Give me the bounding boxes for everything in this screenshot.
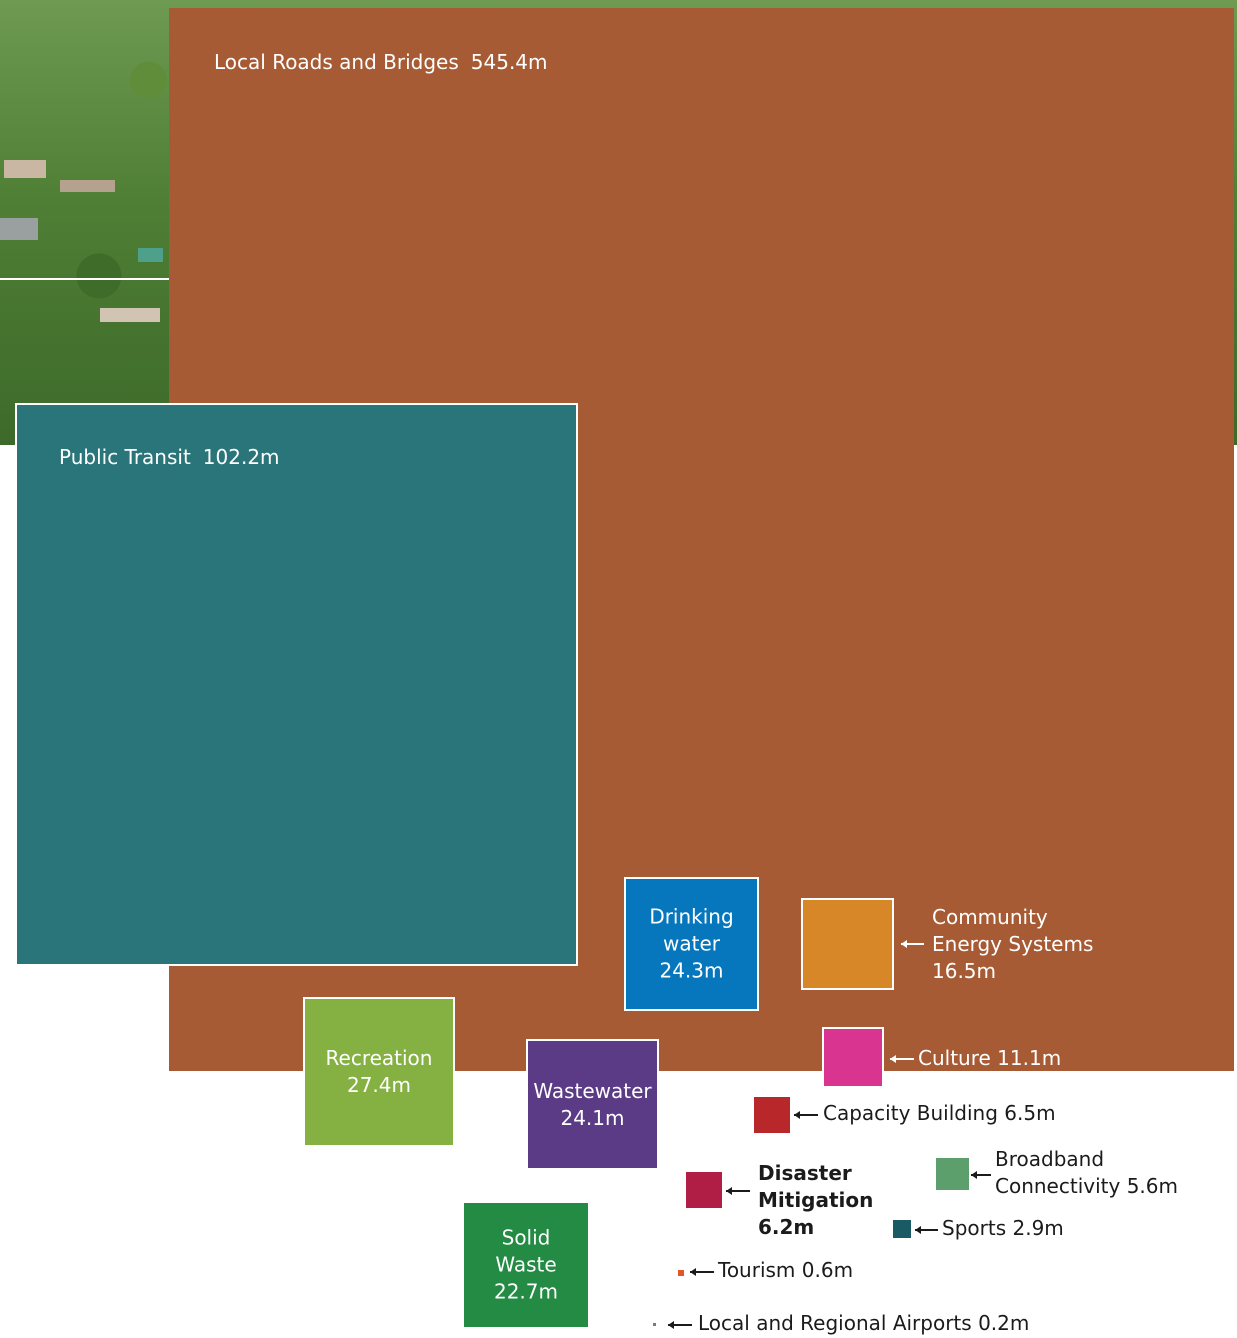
category-name: Culture [918, 1046, 991, 1070]
treemap-rect-broadband [936, 1158, 969, 1190]
category-name: Drinking water [649, 904, 734, 956]
treemap-label-roads: Local Roads and Bridges 545.4m [214, 50, 548, 74]
pointer-arrow-icon [690, 1268, 714, 1276]
treemap-label-drinking: Drinking water 24.3m [626, 904, 757, 985]
treemap-rect-drinking: Drinking water 24.3m [624, 877, 759, 1011]
category-name: Disaster Mitigation [758, 1161, 874, 1212]
treemap-rect-airports [653, 1323, 656, 1326]
category-name: Tourism [718, 1258, 796, 1282]
category-value: 0.2m [978, 1311, 1030, 1335]
treemap-rect-disaster [686, 1172, 722, 1208]
treemap-rect-sports [893, 1220, 911, 1238]
category-value: 0.6m [801, 1258, 854, 1282]
treemap-label-recreation: Recreation 27.4m [305, 1045, 453, 1099]
treemap-label-transit: Public Transit 102.2m [59, 445, 280, 469]
treemap-rect-tourism [678, 1270, 684, 1276]
treemap-rect-wastewater: Wastewater 24.1m [526, 1039, 659, 1170]
treemap-rect-capacity [754, 1097, 790, 1133]
category-value: 5.6m [1126, 1174, 1178, 1198]
treemap-label-culture: Culture 11.1m [918, 1045, 1061, 1072]
category-name: Capacity Building [823, 1101, 998, 1125]
treemap-label-airports: Local and Regional Airports 0.2m [698, 1310, 1029, 1337]
treemap-label-sports: Sports 2.9m [942, 1215, 1064, 1242]
treemap-label-energy: Community Energy Systems 16.5m [932, 904, 1112, 985]
treemap-label-solid: Solid Waste 22.7m [464, 1225, 588, 1306]
pointer-arrow-icon [971, 1171, 991, 1179]
pointer-arrow-icon [901, 940, 924, 948]
pointer-arrow-icon [890, 1055, 914, 1063]
category-name: Community Energy Systems [932, 905, 1094, 956]
treemap-rect-energy [801, 898, 894, 990]
treemap-label-tourism: Tourism 0.6m [718, 1257, 853, 1284]
category-value: 27.4m [346, 1073, 411, 1097]
category-value: 24.3m [659, 958, 724, 983]
category-name: Sports [942, 1216, 1007, 1240]
category-name: Broadband Connectivity [995, 1147, 1121, 1198]
category-name: Recreation [325, 1046, 433, 1070]
treemap-rect-culture [822, 1027, 884, 1088]
category-value: 24.1m [560, 1105, 625, 1130]
pointer-arrow-icon [668, 1321, 692, 1329]
treemap-rect-recreation: Recreation 27.4m [303, 997, 455, 1147]
category-name: Local and Regional Airports [698, 1311, 972, 1335]
category-value: 2.9m [1012, 1216, 1064, 1240]
treemap-rect-transit: Public Transit 102.2m [15, 403, 578, 966]
treemap-label-wastewater: Wastewater 24.1m [528, 1078, 657, 1132]
treemap-rect-solid: Solid Waste 22.7m [464, 1203, 588, 1327]
category-value: 6.5m [1004, 1101, 1056, 1125]
category-value: 16.5m [932, 959, 997, 983]
category-value: 545.4m [470, 50, 548, 74]
category-value: 11.1m [997, 1046, 1062, 1070]
pointer-arrow-icon [794, 1111, 818, 1119]
treemap-label-disaster: Disaster Mitigation 6.2m [758, 1160, 888, 1241]
category-name: Local Roads and Bridges [214, 50, 459, 74]
category-value: 6.2m [758, 1215, 815, 1239]
category-name: Solid Waste [495, 1225, 557, 1277]
category-name: Wastewater [533, 1078, 652, 1103]
pointer-arrow-icon [726, 1187, 750, 1195]
treemap-label-broadband: Broadband Connectivity 5.6m [995, 1146, 1205, 1200]
pointer-arrow-icon [915, 1226, 938, 1234]
category-value: 22.7m [493, 1279, 558, 1304]
treemap-label-capacity: Capacity Building 6.5m [823, 1100, 1056, 1127]
category-name: Public Transit [59, 445, 191, 469]
category-value: 102.2m [202, 445, 280, 469]
